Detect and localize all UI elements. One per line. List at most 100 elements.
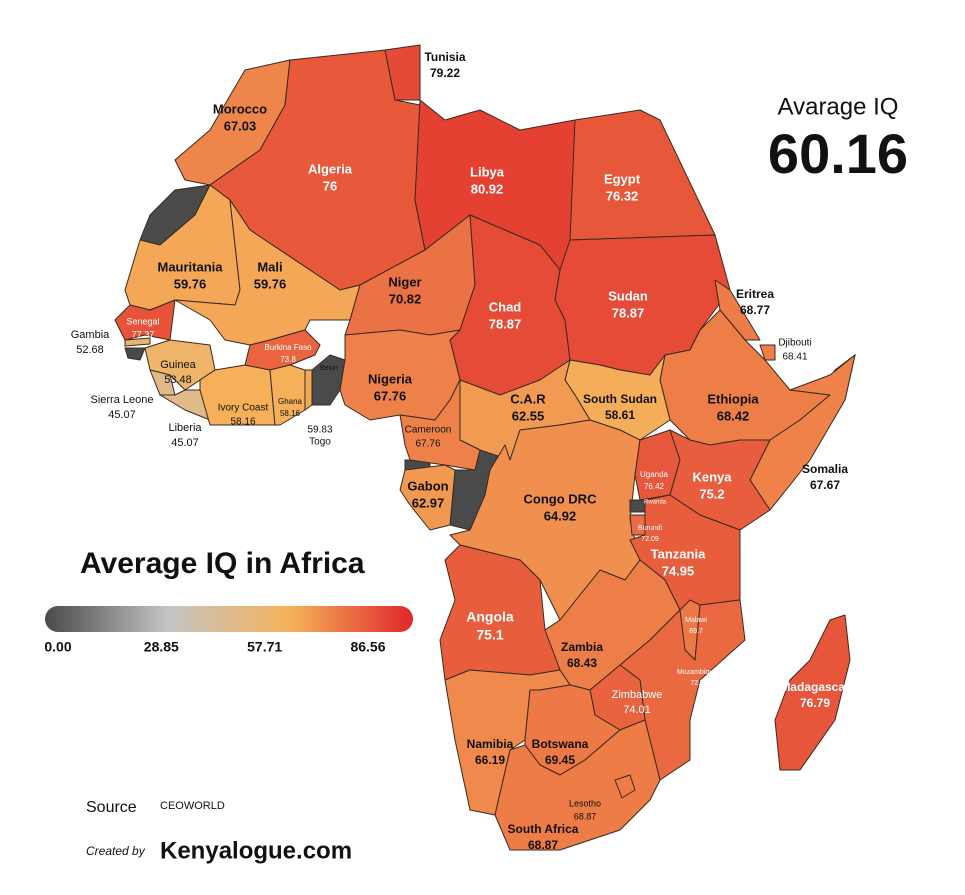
country-name: Liberia [168, 422, 202, 434]
country-value: 58.61 [605, 408, 635, 422]
country-value: 76 [323, 178, 337, 193]
country-value: 67.03 [224, 118, 257, 133]
country-value: 52.68 [76, 344, 104, 356]
average-label: Avarage IQ [778, 93, 899, 120]
country-name: Nigeria [368, 371, 413, 386]
country-name: Tunisia [424, 50, 465, 64]
country-name: Togo [309, 437, 331, 448]
country-value: 75.2 [699, 486, 724, 501]
country-value: 67.67 [810, 478, 840, 492]
legend-tick-label: 28.85 [144, 639, 179, 655]
source-label: Source [86, 799, 137, 816]
country-name: Sierra Leone [91, 394, 154, 406]
country-name: Somalia [802, 462, 848, 476]
country-shape [311, 354, 346, 406]
country-name: Senegal [126, 316, 159, 326]
country-value: 76.42 [644, 482, 665, 491]
credit-name: Kenyalogue.com [160, 837, 352, 864]
country-value: 62.55 [512, 408, 545, 423]
country-shape [629, 499, 646, 513]
country-name: Eritrea [736, 287, 774, 301]
country-value: 45.07 [171, 437, 199, 449]
country-name: South Africa [508, 822, 579, 836]
country-name: Egypt [604, 171, 641, 186]
legend-tick-label: 57.71 [247, 639, 282, 655]
country-name: Burundi [638, 525, 663, 532]
country-name: Cameroon [405, 425, 452, 436]
country-shape [124, 337, 151, 347]
country-shape [494, 719, 661, 851]
country-value: 59.76 [254, 276, 287, 291]
country-name: Zimbabwe [612, 689, 663, 701]
country-value: 68.87 [574, 811, 597, 821]
country-name: Rwanda [644, 500, 667, 506]
country-name: Ivory Coast [218, 403, 269, 414]
country-value: 79.22 [430, 66, 460, 80]
country-name: Benin [320, 365, 338, 372]
country-name: Tanzania [651, 546, 706, 561]
country-shape [114, 299, 176, 341]
country-value: 77.37 [132, 329, 155, 339]
country-value: 67.76 [415, 439, 440, 450]
country-value: 45.07 [108, 409, 136, 421]
labels: Morocco 67.03 Algeria 76 Tunisia 79.22 Libya 80… [71, 50, 850, 852]
country-name: Ethiopia [707, 391, 759, 406]
country-name: Angola [466, 609, 514, 625]
country-value: 69.7 [689, 628, 703, 635]
no-data-region [124, 347, 146, 361]
country-value: 74.95 [662, 563, 695, 578]
country-value: 68.42 [717, 408, 750, 423]
country-value: 78.87 [612, 305, 645, 320]
legend-tick-label: 86.56 [350, 639, 385, 655]
country-name: Mozambique [677, 669, 717, 676]
country-shape [774, 614, 851, 771]
country-name: Mauritania [157, 259, 223, 274]
country-name: Burkina Faso [264, 343, 312, 352]
country-value: 73.8 [280, 355, 296, 364]
country-shape [304, 369, 313, 411]
country-shape [569, 109, 716, 241]
map-title: Average IQ in Africa [80, 547, 365, 580]
country-value: 76.32 [606, 188, 639, 203]
country-value: 72.8 [690, 680, 704, 687]
country-name: Mali [257, 259, 282, 274]
country-name: Gabon [407, 478, 448, 493]
country-name: C.A.R [510, 391, 546, 406]
country-name: Namibia [467, 737, 514, 751]
country-shape [399, 379, 481, 471]
country-value: 68.41 [782, 352, 807, 363]
country-value: 58.16 [280, 409, 301, 418]
country-value: 59.83 [307, 425, 332, 436]
country-value: 76.79 [800, 696, 830, 710]
country-value: 78.87 [489, 316, 522, 331]
country-value: 62.97 [412, 495, 445, 510]
country-value: 68.87 [528, 838, 558, 852]
country-value: 67.76 [374, 388, 407, 403]
country-value: 74.01 [623, 704, 651, 716]
country-shape [399, 464, 456, 531]
country-name: Botswana [532, 737, 589, 751]
country-value: 70.82 [389, 291, 422, 306]
country-name: South Sudan [583, 392, 657, 406]
country-name: Chad [489, 299, 522, 314]
average-value: 60.16 [768, 122, 908, 185]
country-name: Djibouti [778, 338, 811, 349]
country-name: Niger [388, 274, 421, 289]
color-scale [45, 606, 413, 632]
country-shape [669, 429, 771, 531]
country-name: Sudan [608, 288, 648, 303]
country-name: Morocco [213, 101, 267, 116]
country-value: 80.92 [471, 181, 504, 196]
country-name: Libya [470, 164, 505, 179]
country-shape [614, 774, 636, 799]
credit-label: Created by [86, 844, 146, 858]
source-name: CEOWORLD [160, 800, 225, 812]
country-value: 72.09 [641, 536, 659, 543]
country-name: Congo DRC [524, 491, 598, 506]
country-value: 68.77 [740, 303, 770, 317]
country-name: Lesotho [569, 798, 601, 808]
country-name: Ghana [278, 397, 303, 406]
country-value: 59.76 [174, 276, 207, 291]
country-shape [714, 279, 761, 341]
